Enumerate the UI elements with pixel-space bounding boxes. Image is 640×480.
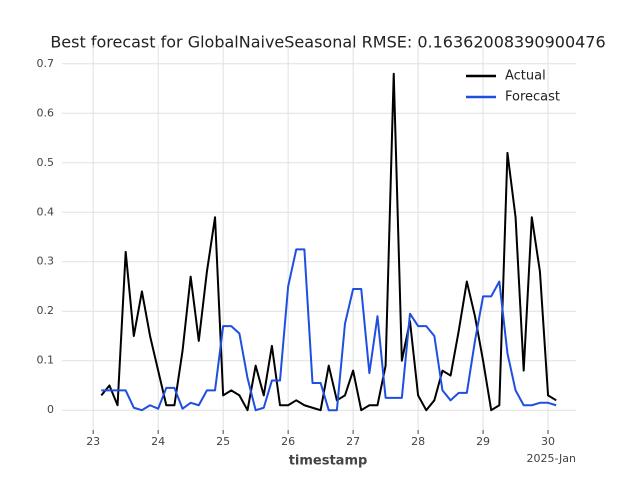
x-tick-label: 29 xyxy=(476,435,490,448)
x-tick-label: 24 xyxy=(151,435,165,448)
x-axis-label: timestamp xyxy=(289,454,368,469)
x-tick-label: 30 xyxy=(541,435,555,448)
x-offset-label: 2025-Jan xyxy=(526,452,576,465)
y-tick-label: 0.1 xyxy=(37,354,55,367)
x-tick-label: 28 xyxy=(411,435,425,448)
y-tick-label: 0.7 xyxy=(37,57,55,70)
y-tick-label: 0 xyxy=(47,403,54,416)
chart-title: Best forecast for GlobalNaiveSeasonal RM… xyxy=(50,33,605,52)
x-tick-label: 25 xyxy=(216,435,230,448)
legend-label: Forecast xyxy=(505,90,560,105)
series-line xyxy=(100,72,557,412)
legend-label: Actual xyxy=(505,69,546,84)
y-tick-label: 0.5 xyxy=(37,156,55,169)
x-tick-label: 26 xyxy=(281,435,295,448)
y-tick-label: 0.6 xyxy=(37,106,55,119)
x-tick-label: 23 xyxy=(86,435,100,448)
series-line xyxy=(101,248,557,412)
y-tick-label: 0.4 xyxy=(37,205,55,218)
y-tick-label: 0.3 xyxy=(37,255,55,268)
x-tick-label: 27 xyxy=(346,435,360,448)
y-tick-label: 0.2 xyxy=(37,304,55,317)
